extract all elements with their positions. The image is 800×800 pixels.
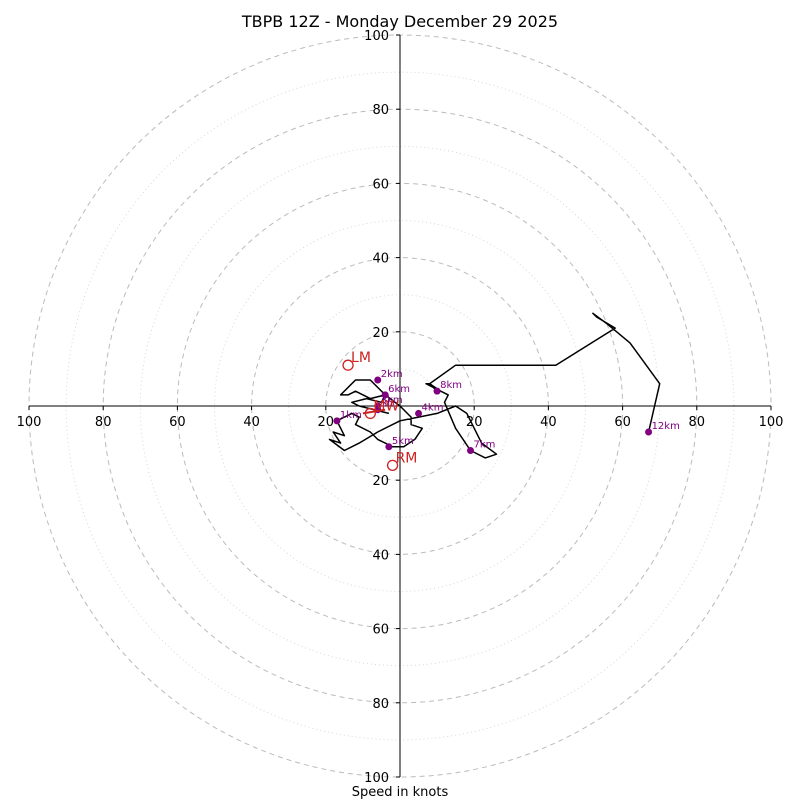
storm-motion-lm [342,359,354,371]
height-label-2km: 2km [381,369,403,380]
height-label-12km: 12km [652,421,680,432]
y-tick-label: 60 [372,623,389,638]
mean-wind-arrow [362,408,386,415]
y-tick-label: 40 [372,548,389,563]
x-tick-label: 80 [689,415,706,430]
x-tick-label: 40 [540,415,557,430]
height-label-4km: 4km [422,402,444,413]
y-tick-label: 40 [372,252,389,267]
height-marker-2km [374,376,382,384]
y-tick-label: 60 [372,177,389,192]
height-label-3km: 3km [381,395,403,406]
height-label-1km: 1km [340,410,362,421]
height-marker-7km [466,447,474,455]
x-tick-label: 20 [318,415,335,430]
x-tick-label: 60 [169,415,186,430]
y-tick-label: 20 [372,326,389,341]
x-axis-label: Speed in knots [352,785,449,800]
y-tick-label: 100 [364,771,389,786]
storm-motion-rm [386,459,399,472]
x-tick-label: 60 [614,415,631,430]
height-markers: Sfc 1km 2km 3km 4km 5km 6km 7km 8km 12km [333,369,680,455]
y-tick-label: 80 [372,697,389,712]
height-marker-4km [415,409,423,417]
x-tick-label: 80 [95,415,112,430]
height-marker-8km [433,387,441,395]
height-marker-1km [333,417,341,425]
tick-labels: 1001008080606040402020202040406060808010… [17,29,784,786]
height-marker-6km [381,391,389,399]
height-marker-5km [385,443,393,451]
height-label-8km: 8km [440,380,462,391]
height-label-sfc: Sfc [381,399,396,410]
x-tick-label: 100 [759,415,784,430]
height-marker-12km [645,428,653,436]
height-label-7km: 7km [473,440,495,451]
y-tick-label: 20 [372,474,389,489]
height-label-5km: 5km [392,436,414,447]
y-tick-label: 80 [372,103,389,118]
storm-label-rm: RM [396,450,418,466]
height-label-6km: 6km [388,384,410,395]
chart-title: TBPB 12Z - Monday December 29 2025 [241,12,558,31]
y-tick-label: 100 [364,29,389,44]
height-marker-3km [374,402,382,410]
x-tick-label: 40 [243,415,260,430]
storm-label-lm: LM [351,350,371,366]
storm-label-mw: MW [373,398,399,414]
storm-motion-markers: LM RM MW [342,350,418,472]
x-tick-label: 100 [17,415,42,430]
storm-motion-mw [364,407,376,420]
